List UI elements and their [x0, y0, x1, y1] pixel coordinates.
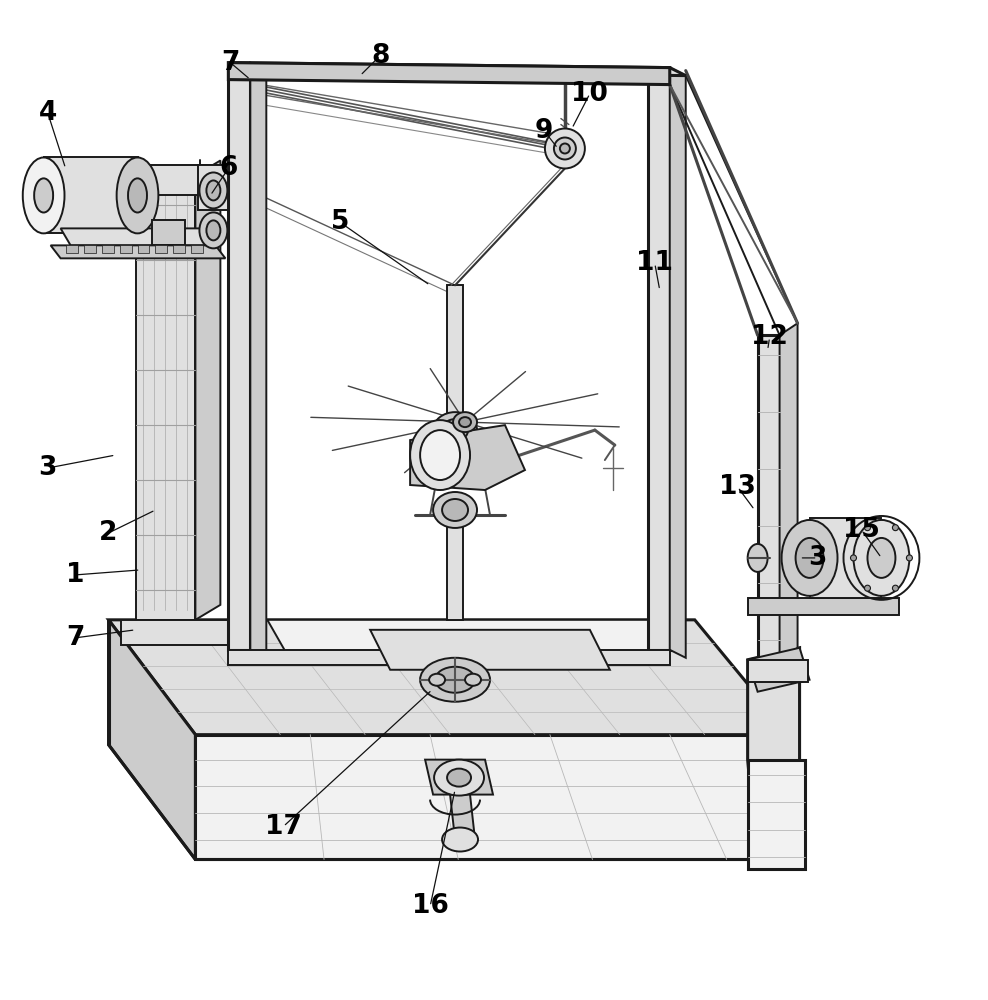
Polygon shape [60, 228, 210, 245]
Bar [102, 245, 114, 253]
Ellipse shape [206, 180, 220, 200]
Polygon shape [670, 68, 686, 658]
Polygon shape [410, 425, 525, 490]
Text: 11: 11 [636, 250, 673, 276]
Polygon shape [50, 245, 225, 258]
Ellipse shape [433, 492, 477, 528]
Bar [192, 245, 204, 253]
Ellipse shape [447, 769, 471, 787]
Ellipse shape [453, 412, 477, 432]
Ellipse shape [459, 417, 471, 427]
Ellipse shape [864, 525, 870, 531]
Ellipse shape [465, 674, 481, 686]
Polygon shape [758, 335, 780, 660]
Text: 13: 13 [719, 474, 756, 500]
Text: 1: 1 [66, 562, 85, 588]
Polygon shape [447, 285, 463, 420]
Ellipse shape [128, 178, 147, 213]
Polygon shape [43, 157, 137, 233]
Ellipse shape [795, 538, 824, 578]
Polygon shape [451, 795, 475, 840]
Polygon shape [152, 220, 186, 245]
Ellipse shape [442, 499, 468, 521]
Ellipse shape [206, 220, 220, 240]
Polygon shape [199, 165, 228, 210]
Polygon shape [748, 648, 804, 869]
Ellipse shape [420, 658, 490, 702]
Polygon shape [228, 63, 686, 76]
Bar [84, 245, 96, 253]
Polygon shape [130, 165, 225, 195]
Ellipse shape [429, 674, 445, 686]
Ellipse shape [864, 585, 870, 591]
Bar [174, 245, 186, 253]
Text: 15: 15 [843, 517, 880, 543]
Ellipse shape [906, 555, 912, 561]
Text: 7: 7 [66, 625, 85, 651]
Ellipse shape [200, 212, 227, 248]
Ellipse shape [442, 828, 478, 852]
Polygon shape [425, 760, 493, 795]
Text: 17: 17 [265, 814, 301, 840]
Bar [155, 245, 167, 253]
Polygon shape [250, 63, 267, 658]
Ellipse shape [200, 172, 227, 208]
Ellipse shape [435, 667, 475, 693]
Polygon shape [447, 520, 463, 620]
Polygon shape [109, 620, 196, 859]
Polygon shape [135, 175, 196, 620]
Polygon shape [809, 518, 881, 598]
Text: 5: 5 [331, 209, 350, 235]
Bar [120, 245, 131, 253]
Ellipse shape [748, 544, 768, 572]
Bar [137, 245, 149, 253]
Ellipse shape [892, 585, 898, 591]
Polygon shape [748, 760, 804, 869]
Text: 7: 7 [221, 50, 239, 76]
Polygon shape [109, 620, 789, 735]
Polygon shape [228, 63, 250, 650]
Text: 3: 3 [39, 455, 57, 481]
Ellipse shape [867, 538, 895, 578]
Text: 4: 4 [39, 100, 56, 126]
Ellipse shape [545, 129, 585, 168]
Text: 8: 8 [370, 43, 389, 69]
Ellipse shape [35, 178, 53, 213]
Text: 12: 12 [751, 324, 788, 350]
Polygon shape [748, 660, 807, 682]
Polygon shape [268, 620, 668, 655]
Polygon shape [121, 620, 235, 645]
Polygon shape [228, 63, 670, 85]
Bar [65, 245, 78, 253]
Text: 6: 6 [219, 155, 237, 181]
Ellipse shape [410, 420, 470, 490]
Ellipse shape [782, 520, 838, 596]
Polygon shape [648, 68, 670, 650]
Ellipse shape [554, 138, 576, 159]
Polygon shape [748, 648, 809, 692]
Text: 3: 3 [808, 545, 827, 571]
Polygon shape [196, 735, 789, 859]
Ellipse shape [420, 430, 460, 480]
Polygon shape [196, 160, 220, 620]
Ellipse shape [892, 525, 898, 531]
Polygon shape [748, 598, 899, 615]
Ellipse shape [23, 157, 64, 233]
Ellipse shape [854, 520, 909, 596]
Text: 10: 10 [571, 81, 609, 107]
Text: 2: 2 [100, 520, 118, 546]
Text: 9: 9 [535, 118, 553, 144]
Text: 16: 16 [412, 893, 449, 919]
Ellipse shape [851, 555, 857, 561]
Polygon shape [370, 630, 610, 670]
Polygon shape [228, 650, 670, 665]
Ellipse shape [560, 144, 570, 153]
Polygon shape [780, 323, 797, 660]
Ellipse shape [434, 760, 484, 796]
Ellipse shape [433, 412, 477, 448]
Ellipse shape [117, 157, 158, 233]
Ellipse shape [442, 419, 468, 441]
